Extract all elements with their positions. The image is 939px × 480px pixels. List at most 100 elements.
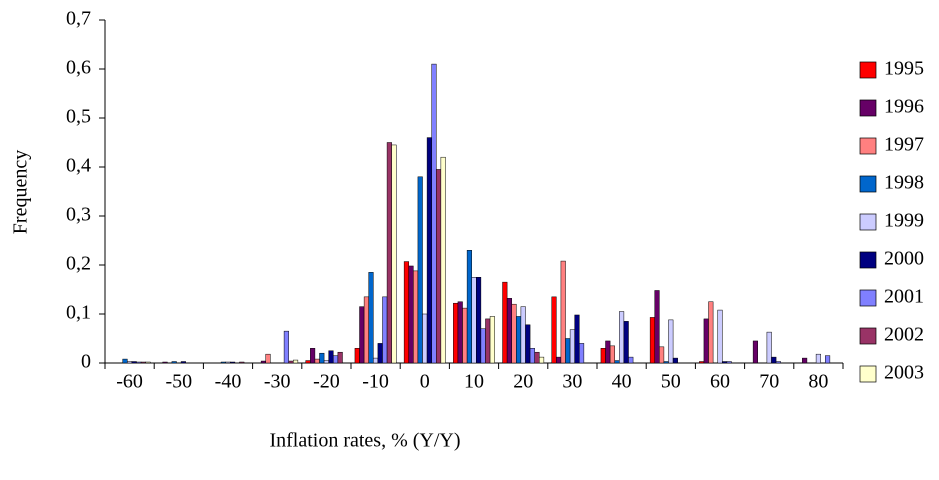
legend-swatch [859,61,877,79]
bar [623,321,629,364]
bar [391,144,397,364]
bar [431,63,437,364]
bar [574,314,580,364]
x-tick-label: -50 [165,371,192,393]
x-tick-label: 50 [661,371,681,393]
legend-label: 2000 [884,248,924,270]
bar [489,316,495,364]
y-tick-label: 0 [81,351,91,373]
bar [471,277,477,364]
bar [579,343,585,364]
legend-swatch [859,327,877,345]
bar [417,176,423,364]
x-tick-label: 0 [420,371,430,393]
x-tick-label: 70 [759,371,779,393]
y-tick-label: 0,5 [66,106,91,128]
bar [717,309,723,364]
bar [131,361,137,364]
bar [659,346,665,364]
x-tick-label: 80 [808,371,828,393]
y-tick-label: 0,4 [66,155,91,177]
bar [305,360,311,364]
x-axis-title: Inflation rates, % (Y/Y) [269,430,460,452]
bar [722,361,728,364]
bar [293,359,299,364]
bar [466,250,472,364]
y-axis-title: Frequency [10,150,32,234]
bar [333,355,339,364]
y-tick-label: 0,2 [66,253,91,275]
bar [569,329,575,364]
bar [462,307,468,364]
bar [457,301,463,364]
bar [283,330,289,364]
bar [506,298,512,364]
bar [171,361,177,364]
bar [502,281,508,364]
bar [609,345,615,364]
legend-swatch [859,175,877,193]
bar [708,301,714,364]
bar [529,348,535,364]
bar [440,156,446,364]
bar [771,356,777,364]
bar [815,353,821,364]
legend-swatch [859,137,877,155]
bar [766,331,772,364]
bar [485,318,491,364]
bar [556,356,562,364]
bar [310,348,316,364]
bar [825,355,831,364]
bar [802,357,808,364]
bar [539,356,545,364]
legend-swatch [859,289,877,307]
legend-label: 1998 [884,172,924,194]
legend-label: 1997 [884,134,924,156]
legend-label: 1996 [884,96,924,118]
bar [752,340,758,364]
legend-label: 1999 [884,210,924,232]
bar [136,361,142,364]
x-tick-label: 60 [710,371,730,393]
bar [220,361,226,364]
bar [377,343,383,364]
bar [426,137,432,364]
bar [359,306,365,364]
bar [775,361,781,364]
bar [337,351,343,364]
y-tick-label: 0,7 [66,8,91,30]
legend-label: 2001 [884,286,924,308]
bar [436,169,442,364]
x-tick-label: 40 [612,371,632,393]
x-tick-label: -20 [313,371,340,393]
bar [403,261,409,364]
bar [628,356,634,364]
bar [600,348,606,364]
x-tick-label: -10 [362,371,389,393]
bar [145,361,151,364]
bar [180,361,186,364]
bar [265,353,271,364]
bar [726,361,732,364]
x-tick-label: 30 [562,371,582,393]
bar [328,350,334,364]
legend-swatch [859,251,877,269]
bar [511,303,517,364]
bar [520,306,526,364]
bar [619,311,625,364]
bar [699,361,705,364]
x-tick-label: 20 [513,371,533,393]
legend-swatch [859,365,877,383]
bar [140,361,146,364]
bar [408,265,414,364]
bar [703,318,709,364]
bar [354,348,360,364]
bar [605,340,611,364]
bar [654,290,660,364]
bar [225,361,231,364]
legend-label: 1995 [884,58,924,80]
y-tick-label: 0,1 [66,302,91,324]
bar [525,324,531,364]
y-tick-label: 0,6 [66,57,91,79]
